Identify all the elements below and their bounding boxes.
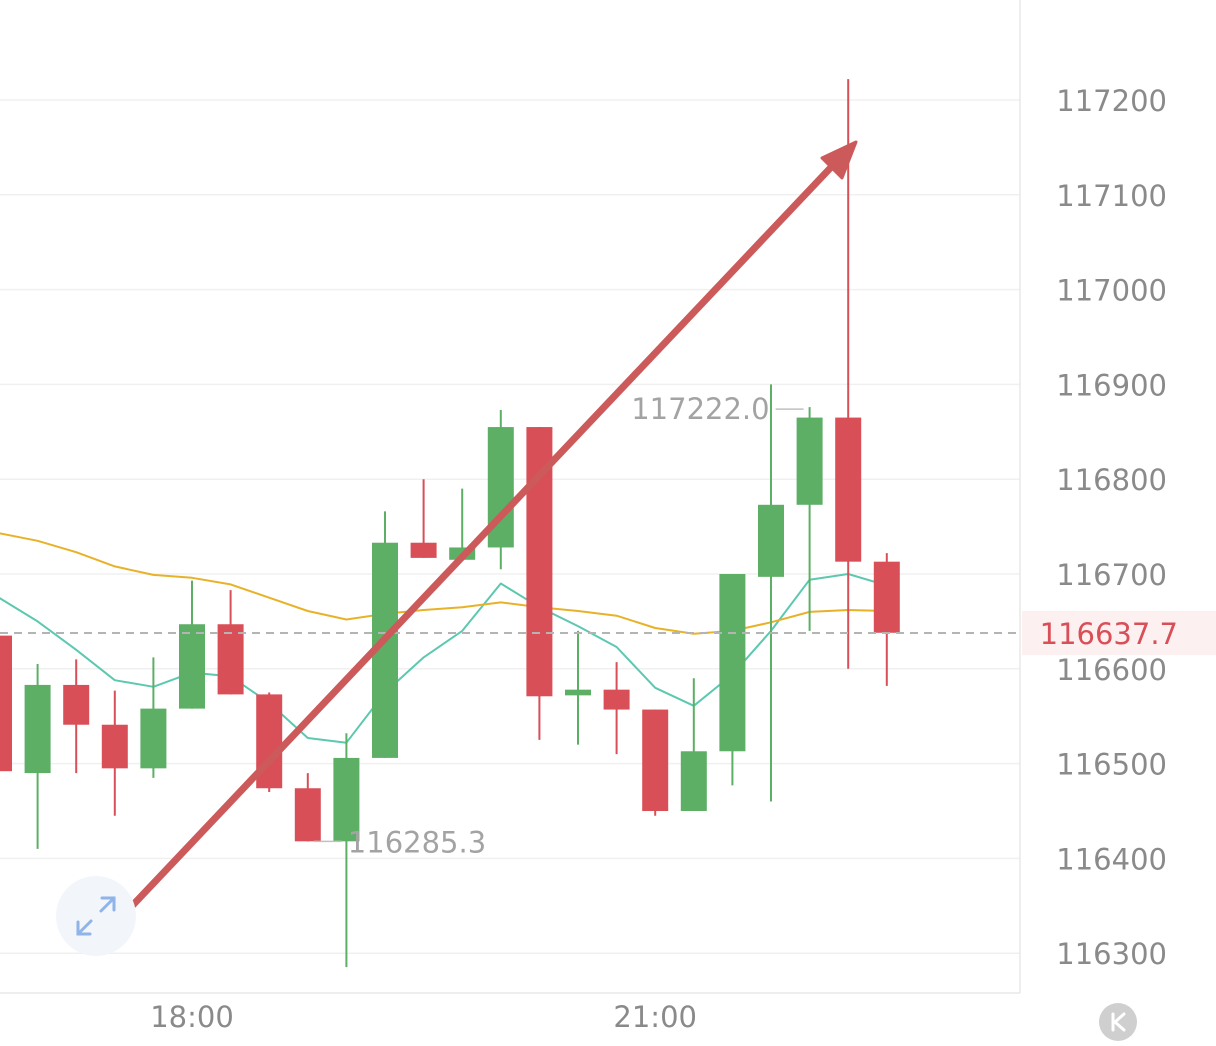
candle-down xyxy=(63,659,90,774)
high-price-label: 117222.0 xyxy=(631,392,769,426)
candle-body xyxy=(0,635,12,772)
candle-body xyxy=(140,708,167,769)
candle-body xyxy=(835,417,862,562)
candle-body xyxy=(63,684,90,725)
ma-line-1 xyxy=(0,573,888,744)
candle-down xyxy=(410,479,437,558)
candle-down xyxy=(256,692,283,793)
candle-down xyxy=(294,773,321,842)
y-tick-label: 116700 xyxy=(1056,558,1167,592)
y-tick-label: 116800 xyxy=(1056,463,1167,497)
current-price-label: 116637.7 xyxy=(1040,617,1178,651)
candle-down xyxy=(873,553,900,686)
candle-body xyxy=(642,709,669,811)
candle-body xyxy=(565,689,591,696)
candle-body xyxy=(758,504,784,577)
candle-body xyxy=(680,751,707,811)
moving-averages xyxy=(0,532,888,744)
candles xyxy=(0,79,900,968)
arrow-shaft xyxy=(110,158,840,929)
current-price-line: 116637.7 xyxy=(0,611,1216,656)
y-tick-label: 117000 xyxy=(1056,274,1167,308)
x-tick-label: 18:00 xyxy=(150,1000,234,1034)
y-tick-label: 116300 xyxy=(1056,937,1167,971)
y-tick-label: 116500 xyxy=(1056,748,1167,782)
candle-body xyxy=(719,574,746,752)
candle-up xyxy=(487,409,514,570)
expand-icon xyxy=(76,896,116,936)
y-tick-label: 116400 xyxy=(1056,842,1167,876)
candle-body xyxy=(24,684,51,774)
trend-arrow-annotation xyxy=(110,140,858,929)
candle-up xyxy=(680,678,707,811)
k-logo-icon xyxy=(1099,1003,1137,1041)
candle-body xyxy=(410,542,437,558)
candle-down xyxy=(217,590,244,695)
candle-body xyxy=(333,757,360,842)
ma-line-2 xyxy=(0,532,887,635)
y-tick-label: 117100 xyxy=(1056,179,1167,213)
y-tick-label: 117200 xyxy=(1056,84,1167,118)
candle-body xyxy=(796,417,823,505)
current-price-tag xyxy=(1022,611,1216,656)
expand-button[interactable] xyxy=(56,876,136,956)
candle-body xyxy=(294,788,321,842)
candle-down xyxy=(603,662,630,755)
candle-up xyxy=(565,630,591,745)
candle-up xyxy=(333,733,360,968)
candle-up xyxy=(758,384,784,802)
candle-body xyxy=(101,724,128,769)
candle-body xyxy=(179,624,205,709)
time-axis: 18:00 21:00 xyxy=(150,1000,697,1034)
candle-down xyxy=(835,79,862,669)
price-axis: 117200 117100 117000 116900 116800 116700 1166… xyxy=(1056,84,1167,971)
candle-up xyxy=(24,664,51,849)
candle-body xyxy=(873,561,900,633)
candle-down xyxy=(101,690,128,816)
candle-up xyxy=(719,574,746,786)
x-tick-label: 21:00 xyxy=(613,1000,697,1034)
arrow-head xyxy=(820,140,858,180)
candle-down xyxy=(0,635,12,772)
y-tick-label: 116600 xyxy=(1056,653,1167,687)
candle-up xyxy=(796,407,823,631)
candle-body xyxy=(603,689,630,710)
candle-down xyxy=(642,709,669,816)
candle-body xyxy=(217,624,244,695)
y-tick-label: 116900 xyxy=(1056,368,1167,402)
low-price-label: 116285.3 xyxy=(348,825,486,859)
candle-up xyxy=(179,580,205,709)
high-low-markers: 117222.0 116285.3 xyxy=(313,392,804,859)
candle-up xyxy=(140,657,167,778)
